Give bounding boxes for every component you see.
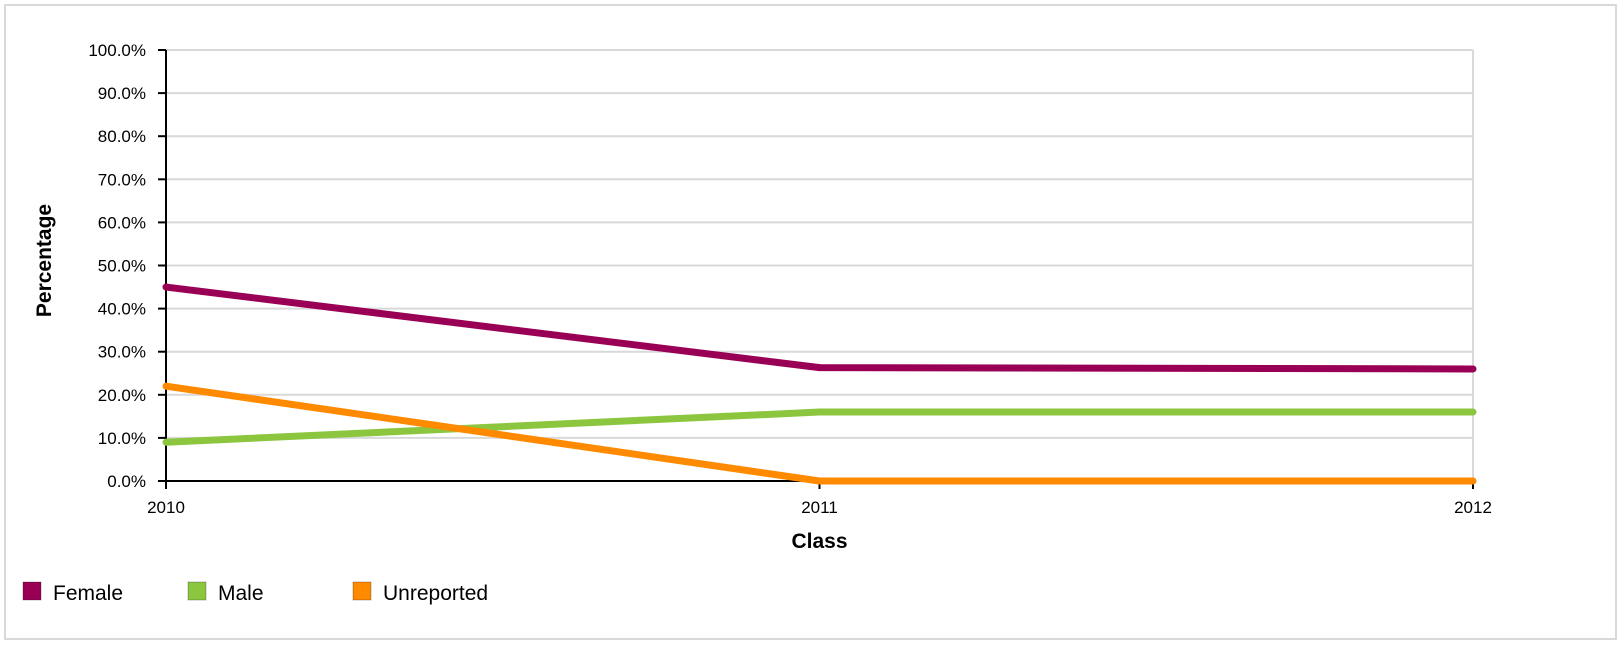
legend-swatch-female — [22, 581, 42, 601]
data-point-male — [816, 408, 823, 416]
y-axis-title: Percentage — [33, 204, 56, 317]
y-tick-label: 80.0% — [98, 127, 146, 146]
legend-label-female: Female — [53, 582, 123, 605]
x-tick-label: 2011 — [801, 498, 838, 517]
data-point-female — [816, 364, 823, 372]
y-tick-labels: 0.0% 10.0% 20.0% 30.0% 40.0% 50.0% 60.0% 70.0% 8… — [88, 41, 166, 491]
data-point-male — [1469, 408, 1477, 416]
y-tick-label: 0.0% — [107, 472, 146, 491]
legend-label-male: Male — [218, 582, 264, 605]
y-tick-label: 100.0% — [88, 41, 146, 60]
legend-swatch-unreported — [352, 581, 372, 601]
data-point-female — [162, 283, 170, 291]
x-tick-label: 2010 — [147, 498, 185, 517]
y-tick-label: 50.0% — [98, 257, 146, 276]
y-tick-label: 90.0% — [98, 84, 146, 103]
y-tick-label: 40.0% — [98, 300, 146, 319]
y-tick-label: 70.0% — [98, 170, 146, 189]
y-tick-label: 30.0% — [98, 343, 146, 362]
y-tick-label: 20.0% — [98, 386, 146, 405]
y-tick-label: 60.0% — [98, 213, 146, 232]
series-line-female — [165, 283, 1474, 373]
data-point-female — [1469, 365, 1477, 373]
x-tick-labels: 2010 2011 2012 — [147, 481, 1492, 517]
x-axis-title: Class — [791, 530, 847, 553]
y-tick-label: 10.0% — [98, 429, 146, 448]
legend-label-unreported: Unreported — [383, 582, 488, 605]
data-point-male — [162, 438, 170, 446]
x-tick-label: 2012 — [1454, 498, 1492, 517]
data-point-unreported — [816, 477, 823, 485]
data-point-unreported — [1469, 477, 1477, 485]
chart-frame — [4, 4, 1617, 640]
legend: Female Male Unreported — [22, 581, 488, 605]
legend-swatch-male — [187, 581, 207, 601]
data-point-unreported — [162, 382, 170, 390]
series-lines — [162, 283, 1477, 485]
